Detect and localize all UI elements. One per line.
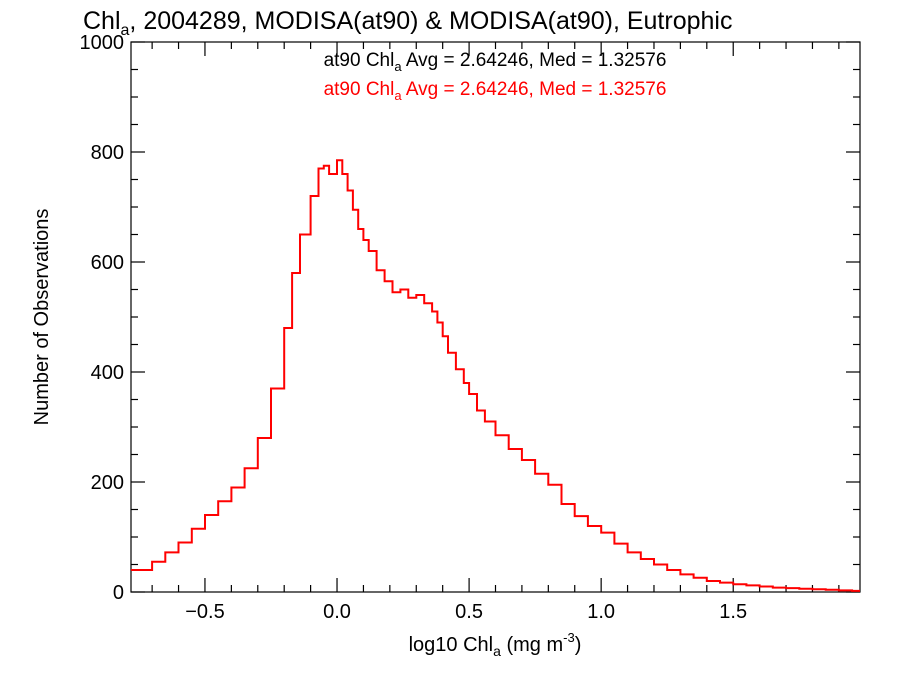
x-tick-labels: −0.5 0.0 0.5 1.0 1.5 bbox=[185, 601, 747, 623]
y-tick-labels: 0 200 400 600 800 1000 bbox=[80, 32, 125, 604]
x-tick-label: −0.5 bbox=[185, 601, 224, 623]
axis-ticks bbox=[131, 41, 860, 593]
x-tick-label: 1.5 bbox=[719, 601, 747, 623]
stats-annotation-red: at90 Chla Avg = 2.64246, Med = 1.32576 bbox=[324, 79, 667, 103]
x-tick-label: 0.5 bbox=[455, 601, 483, 623]
y-tick-label: 400 bbox=[91, 362, 124, 384]
y-tick-label: 0 bbox=[113, 582, 124, 604]
y-tick-label: 200 bbox=[91, 472, 124, 494]
y-tick-label: 600 bbox=[91, 252, 124, 274]
stats-annotation-black: at90 Chla Avg = 2.64246, Med = 1.32576 bbox=[324, 50, 667, 74]
chart-title: Chla, 2004289, MODISA(at90) & MODISA(at9… bbox=[83, 7, 732, 39]
x-tick-label: 0.0 bbox=[323, 601, 351, 623]
x-tick-label: 1.0 bbox=[587, 601, 615, 623]
y-tick-label: 1000 bbox=[80, 32, 125, 54]
x-axis-label: log10 Chla (mg m-3) bbox=[409, 630, 582, 659]
y-tick-label: 800 bbox=[91, 142, 124, 164]
histogram-line bbox=[131, 159, 860, 592]
y-axis-label: Number of Observations bbox=[31, 209, 53, 426]
